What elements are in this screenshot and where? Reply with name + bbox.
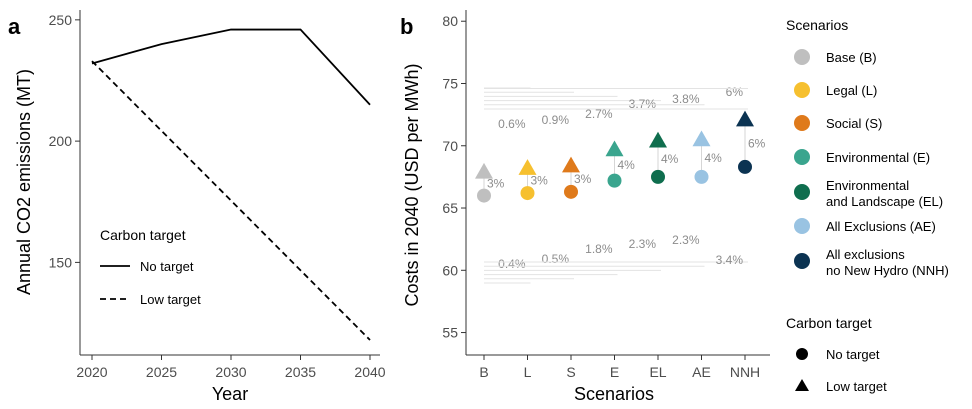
panel-a-y-tick-label: 250 xyxy=(49,12,73,28)
panel-a: a 150 200 250 2020 2025 2030 2035 2040 Year An… xyxy=(8,10,386,404)
series-line-no-target xyxy=(91,28,371,106)
panel-a-legend-title: Carbon target xyxy=(100,227,186,243)
panel-a-legend: Carbon target No target Low target xyxy=(100,227,201,307)
target-difference-label: 6% xyxy=(748,136,766,150)
panel-a-x-tick-label: 2025 xyxy=(146,364,177,380)
scenarios-legend-label: Social (S) xyxy=(826,116,882,131)
panel-a-x-tick-label: 2020 xyxy=(76,364,107,380)
panel-b-y-title: Costs in 2040 (USD per MWh) xyxy=(402,63,422,306)
point-low-target-e xyxy=(605,140,624,157)
scenarios-legend: Scenarios Base (B) Legal (L) Social (S) Env… xyxy=(786,17,949,278)
legend-triangle-low-target xyxy=(795,379,809,391)
panel-a-x-tick-label: 2030 xyxy=(215,364,246,380)
point-low-target-nnh xyxy=(736,110,754,127)
low-target-vs-base-label: 6% xyxy=(726,85,744,99)
point-no-target-b xyxy=(477,188,491,203)
point-no-target-ae xyxy=(694,169,709,184)
scenarios-legend-label-line1: Environmental xyxy=(826,178,909,193)
panel-a-letter: a xyxy=(8,14,21,39)
scenarios-legend-label-line2: no New Hydro (NNH) xyxy=(826,263,949,278)
panel-b-x-tick-label: L xyxy=(524,364,532,380)
panel-a-y-tick-label: 200 xyxy=(49,133,73,149)
panel-b-x-tick-label: S xyxy=(566,364,575,380)
legend-label-low-target-b: Low target xyxy=(826,379,887,394)
panel-b-y-tick-label: 70 xyxy=(442,138,458,154)
point-low-target-b xyxy=(475,162,493,179)
point-no-target-nnh xyxy=(738,159,752,174)
scenarios-legend-label: Legal (L) xyxy=(826,83,877,98)
series-line-low-target xyxy=(91,60,371,341)
low-target-vs-base-label: 2.7% xyxy=(585,107,613,121)
scenarios-legend-label: All Exclusions (AE) xyxy=(826,219,936,234)
legend-label-no-target-b: No target xyxy=(826,347,880,362)
panel-b-x-tick-label: EL xyxy=(649,364,666,380)
scenarios-legend-swatch xyxy=(794,149,810,165)
panel-b-y-tick-label: 60 xyxy=(442,262,458,278)
panel-b-letter: b xyxy=(400,14,413,39)
scenarios-legend-swatch xyxy=(794,82,810,98)
target-difference-label: 4% xyxy=(661,152,679,166)
point-low-target-el xyxy=(649,131,667,148)
no-target-vs-base-label: 3.4% xyxy=(716,253,744,267)
point-no-target-l xyxy=(520,186,535,201)
no-target-vs-base-label: 1.8% xyxy=(585,242,613,256)
panel-b-y-tick-label: 80 xyxy=(442,13,458,29)
no-target-vs-base-label: 0.5% xyxy=(542,252,570,266)
scenarios-legend-swatch xyxy=(794,253,810,269)
no-target-vs-base-label: 0.4% xyxy=(498,257,526,271)
panel-b-x-title: Scenarios xyxy=(574,384,654,404)
scenarios-legend-label: Base (B) xyxy=(826,50,877,65)
target-difference-label: 3% xyxy=(487,177,505,191)
carbon-target-legend-title: Carbon target xyxy=(786,315,872,331)
panel-b-x-tick-label: AE xyxy=(692,364,711,380)
scenarios-legend-swatch xyxy=(794,49,810,65)
panel-a-y-title: Annual CO2 emissions (MT) xyxy=(14,69,34,295)
scenarios-legend-swatch xyxy=(794,218,810,234)
low-target-vs-base-label: 0.9% xyxy=(542,113,570,127)
low-target-vs-base-label: 3.7% xyxy=(629,97,657,111)
target-difference-label: 4% xyxy=(705,151,723,165)
point-low-target-l xyxy=(518,159,537,175)
point-low-target-ae xyxy=(692,130,711,147)
panel-b-x-tick-label: E xyxy=(610,364,619,380)
scenarios-legend-label-line2: and Landscape (EL) xyxy=(826,194,943,209)
no-target-vs-base-label: 2.3% xyxy=(672,233,700,247)
legend-label-low-target: Low target xyxy=(140,292,201,307)
scenarios-legend-title: Scenarios xyxy=(786,17,848,33)
point-no-target-e xyxy=(607,173,622,188)
point-low-target-s xyxy=(562,156,580,173)
scenarios-legend-label: Environmental (E) xyxy=(826,150,930,165)
panel-a-x-tick-label: 2040 xyxy=(354,364,385,380)
target-difference-label: 4% xyxy=(618,158,636,172)
panel-b-y-tick-label: 65 xyxy=(442,200,458,216)
legend-label-no-target: No target xyxy=(140,259,194,274)
legend-circle-no-target xyxy=(796,348,808,360)
scenarios-legend-swatch xyxy=(794,115,810,131)
no-target-vs-base-label: 2.3% xyxy=(629,237,657,251)
target-difference-label: 3% xyxy=(574,172,592,186)
panel-a-y-tick-label: 150 xyxy=(49,254,73,270)
point-no-target-s xyxy=(564,184,578,199)
low-target-vs-base-label: 0.6% xyxy=(498,117,526,131)
panel-b-y-tick-label: 75 xyxy=(442,75,458,91)
point-no-target-el xyxy=(651,169,665,184)
panel-b-x-tick-label: B xyxy=(479,364,488,380)
panel-b: b 0.6% 0.9% 2.7% 3.7% 3.8% 6% 0.4% 0.5% 1.8% 2.3%… xyxy=(400,10,770,404)
panel-a-x-tick-label: 2035 xyxy=(285,364,316,380)
scenarios-legend-label-line1: All exclusions xyxy=(826,247,905,262)
target-difference-label: 3% xyxy=(531,174,549,188)
panel-b-x-tick-label: NNH xyxy=(730,364,760,380)
panel-b-y-tick-label: 55 xyxy=(442,325,458,341)
scenarios-legend-swatch xyxy=(794,184,810,200)
carbon-target-legend: Carbon target No target Low target xyxy=(786,315,887,394)
panel-a-x-title: Year xyxy=(212,384,248,404)
low-target-vs-base-label: 3.8% xyxy=(672,92,700,106)
